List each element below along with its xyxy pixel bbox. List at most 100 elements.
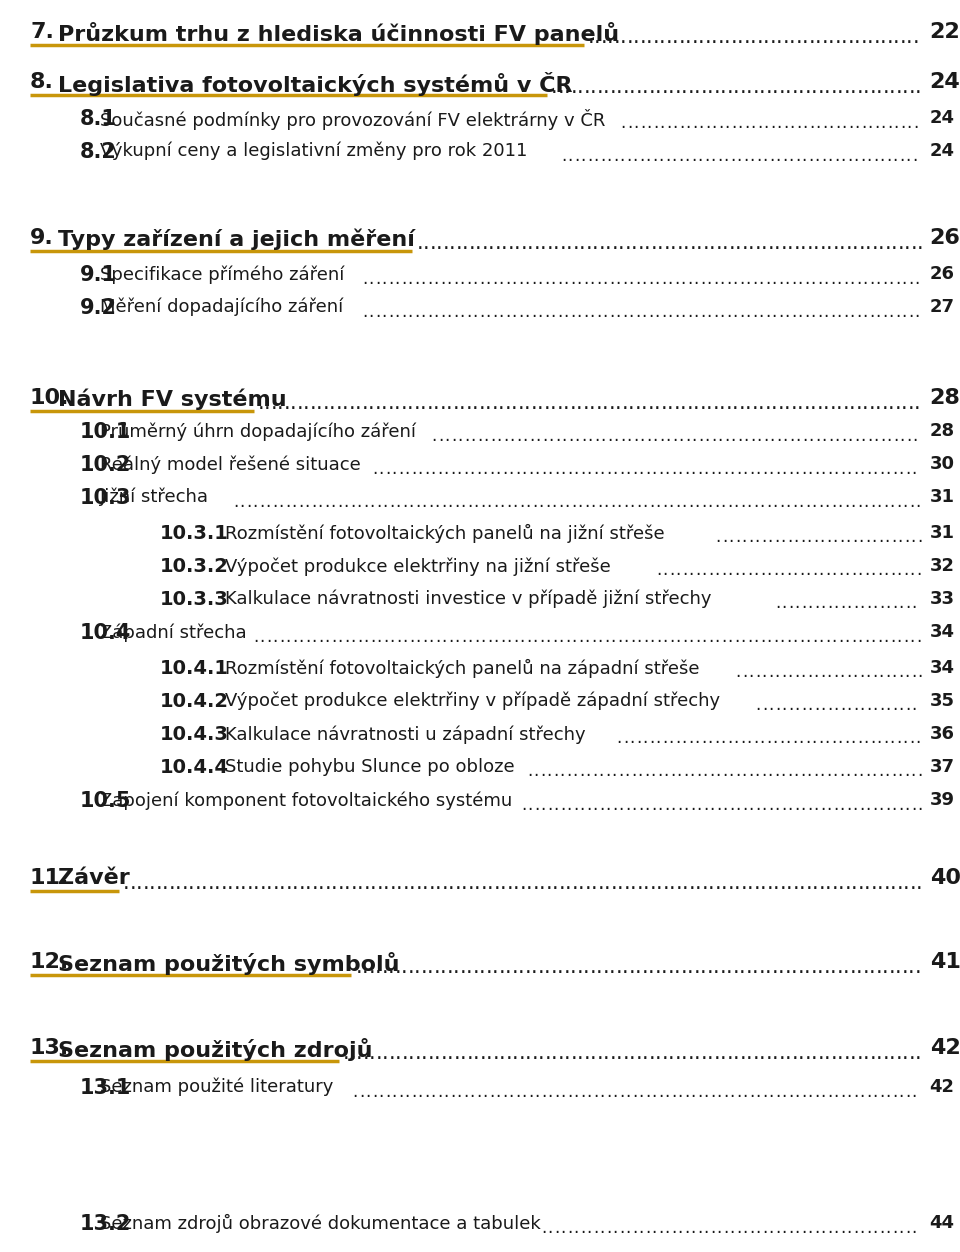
- Text: .: .: [678, 459, 683, 478]
- Text: .: .: [785, 729, 790, 747]
- Text: .: .: [834, 146, 839, 165]
- Text: .: .: [421, 493, 427, 511]
- Text: .: .: [739, 1043, 746, 1063]
- Text: .: .: [833, 1218, 839, 1237]
- Text: .: .: [911, 528, 916, 546]
- Text: .: .: [775, 593, 780, 612]
- Text: .: .: [684, 146, 689, 165]
- Text: .: .: [745, 393, 752, 413]
- Text: .: .: [636, 303, 640, 321]
- Text: Seznam zdrojů obrazové dokumentace a tabulek: Seznam zdrojů obrazové dokumentace a tab…: [100, 1214, 540, 1233]
- Text: .: .: [318, 873, 324, 893]
- Text: .: .: [774, 761, 780, 780]
- Text: .: .: [870, 76, 876, 96]
- Text: .: .: [468, 233, 475, 253]
- Text: .: .: [492, 957, 498, 977]
- Text: .: .: [781, 796, 786, 814]
- Text: .: .: [607, 26, 613, 46]
- Text: Typy zařízení a jejich měření: Typy zařízení a jejich měření: [58, 228, 415, 249]
- Text: .: .: [478, 393, 485, 413]
- Text: .: .: [586, 761, 590, 780]
- Text: .: .: [708, 561, 713, 578]
- Text: .: .: [874, 26, 880, 46]
- Text: .: .: [742, 1083, 748, 1101]
- Text: .: .: [708, 493, 713, 511]
- Text: .: .: [396, 493, 401, 511]
- Text: .: .: [649, 493, 655, 511]
- Text: .: .: [910, 873, 916, 893]
- Text: .: .: [596, 76, 603, 96]
- Text: .: .: [633, 146, 637, 165]
- Text: .: .: [597, 493, 602, 511]
- Text: .: .: [822, 427, 827, 444]
- Text: .: .: [603, 76, 610, 96]
- Text: .: .: [756, 696, 760, 714]
- Text: .: .: [446, 957, 453, 977]
- Text: .: .: [597, 627, 603, 646]
- Text: .: .: [601, 26, 607, 46]
- Text: .: .: [845, 627, 850, 646]
- Text: .: .: [846, 528, 851, 546]
- Text: .: .: [415, 1043, 421, 1063]
- Text: .: .: [822, 114, 828, 131]
- Text: .: .: [672, 427, 678, 444]
- Text: .: .: [450, 459, 455, 478]
- Text: .: .: [815, 26, 822, 46]
- Text: .: .: [731, 26, 737, 46]
- Text: .: .: [720, 269, 725, 288]
- Text: .: .: [911, 1083, 917, 1101]
- Text: .: .: [819, 561, 824, 578]
- Text: .: .: [671, 1083, 676, 1101]
- Text: .: .: [592, 796, 598, 814]
- Text: .: .: [540, 796, 546, 814]
- Text: .: .: [521, 1083, 526, 1101]
- Text: .: .: [188, 873, 195, 893]
- Text: .: .: [636, 76, 642, 96]
- Text: .: .: [723, 1218, 729, 1237]
- Text: .: .: [264, 393, 271, 413]
- Text: .: .: [838, 873, 845, 893]
- Text: .: .: [636, 269, 640, 288]
- Text: .: .: [567, 459, 572, 478]
- Text: .: .: [561, 459, 565, 478]
- Text: .: .: [599, 1218, 605, 1237]
- Text: .: .: [645, 1218, 650, 1237]
- Text: .: .: [472, 957, 479, 977]
- Text: .: .: [641, 393, 648, 413]
- Text: .: .: [612, 1218, 617, 1237]
- Text: .: .: [852, 1218, 858, 1237]
- Text: .: .: [909, 493, 914, 511]
- Text: .: .: [806, 528, 812, 546]
- Text: .: .: [888, 957, 895, 977]
- Text: .: .: [756, 1218, 760, 1237]
- Text: .: .: [665, 26, 672, 46]
- Text: .: .: [758, 269, 764, 288]
- Text: .: .: [622, 76, 629, 96]
- Text: .: .: [641, 269, 647, 288]
- Text: .: .: [672, 26, 679, 46]
- Text: .: .: [898, 662, 903, 681]
- Text: .: .: [364, 873, 371, 893]
- Text: .: .: [689, 233, 696, 253]
- Text: .: .: [883, 873, 890, 893]
- Text: .: .: [651, 1083, 657, 1101]
- Text: .: .: [679, 427, 684, 444]
- Text: .: .: [812, 873, 819, 893]
- Text: .: .: [356, 1043, 363, 1063]
- Text: .: .: [539, 493, 544, 511]
- Text: .: .: [804, 393, 810, 413]
- Text: .: .: [854, 427, 859, 444]
- Text: .: .: [534, 233, 540, 253]
- Text: .: .: [716, 1083, 722, 1101]
- Text: .: .: [917, 233, 924, 253]
- Text: .: .: [779, 269, 783, 288]
- Text: .: .: [428, 873, 435, 893]
- Text: .: .: [680, 393, 686, 413]
- Text: .: .: [608, 427, 612, 444]
- Text: .: .: [712, 393, 719, 413]
- Text: .: .: [605, 761, 611, 780]
- Text: .: .: [746, 76, 753, 96]
- Text: .: .: [742, 796, 747, 814]
- Text: .: .: [304, 493, 310, 511]
- Text: .: .: [708, 873, 715, 893]
